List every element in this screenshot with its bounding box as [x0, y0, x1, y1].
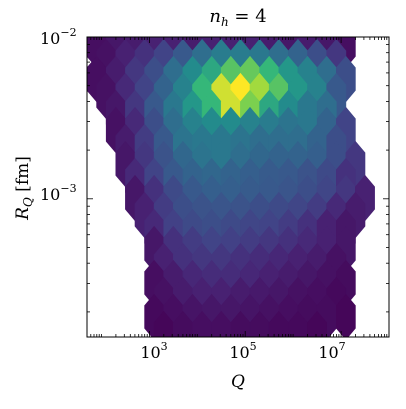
- chart-title: nh = 4: [209, 6, 266, 29]
- x-tick-exp: 3: [161, 340, 168, 353]
- hex-cell: [287, 310, 308, 337]
- hex-cell: [335, 293, 356, 337]
- tick-layer: [86, 36, 390, 337]
- hex-cell: [192, 310, 212, 337]
- x-tick-base: 10: [229, 343, 249, 362]
- y-tick-label-0.001: 10−3: [40, 182, 77, 204]
- x-axis-label: Q: [231, 372, 245, 392]
- title-sub: h: [221, 15, 229, 29]
- y-tick-base: 10: [40, 185, 60, 204]
- hex-cell: [153, 310, 174, 337]
- x-tick-label-100000: 105: [229, 340, 256, 362]
- y-tick-labels: 10−2 10−3: [40, 26, 77, 204]
- hex-cell: [268, 310, 289, 337]
- hex-cell: [230, 310, 251, 337]
- hex-layer: [87, 37, 375, 337]
- hex-cell: [249, 310, 270, 337]
- x-tick-base: 10: [140, 343, 160, 362]
- x-tick-base: 10: [318, 343, 338, 362]
- y-tick-base: 10: [40, 29, 60, 48]
- y-label-rest: [fm]: [13, 156, 33, 197]
- y-axis-label: RQ [fm]: [13, 156, 35, 221]
- title-base: n: [209, 6, 221, 27]
- x-tick-labels: 103 105 107: [140, 340, 345, 362]
- y-tick-exp: −3: [60, 182, 76, 195]
- y-label-sub: Q: [21, 197, 35, 207]
- hex-cell: [307, 310, 328, 337]
- x-tick-exp: 7: [339, 340, 346, 353]
- x-tick-label-1000: 103: [140, 340, 167, 362]
- y-tick-exp: −2: [60, 26, 76, 39]
- y-tick-label-0.01: 10−2: [40, 26, 77, 48]
- hex-cell: [211, 310, 232, 337]
- y-label-base: R: [13, 207, 33, 221]
- x-tick-exp: 5: [250, 340, 257, 353]
- x-tick-label-10000000: 107: [318, 340, 345, 362]
- hex-cell: [173, 310, 193, 337]
- title-rest: = 4: [229, 6, 267, 27]
